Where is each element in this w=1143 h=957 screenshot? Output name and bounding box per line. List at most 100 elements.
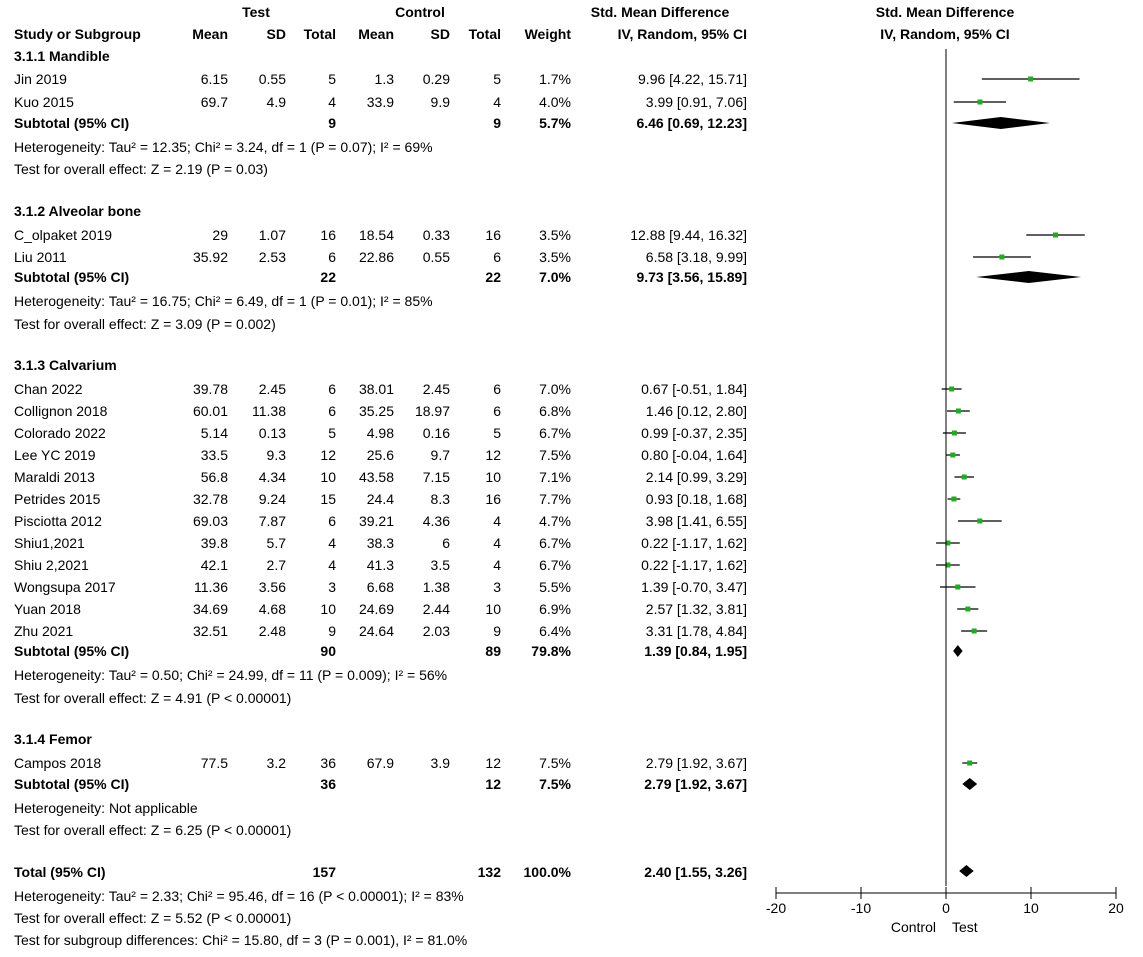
study-ci: 2.57 [1.32, 3.81] (645, 601, 747, 617)
study-cm: 35.25 (358, 403, 394, 419)
study-cm: 4.98 (366, 425, 394, 441)
study-w: 6.4% (539, 623, 571, 639)
study-cm: 38.01 (358, 381, 394, 397)
x-label-control: Control (891, 919, 936, 935)
study-cn: 10 (485, 469, 501, 485)
study-name: Zhu 2021 (14, 623, 74, 639)
header-method-plot: IV, Random, 95% CI (880, 26, 1010, 42)
point-estimate-study-14 (965, 606, 971, 612)
study-tm: 39.8 (200, 535, 228, 551)
study-tm: 6.15 (200, 71, 228, 87)
x-tick-label: 0 (942, 900, 950, 916)
study-tsd: 3.2 (266, 755, 286, 771)
heterogeneity-text: Heterogeneity: Tau² = 16.75; Chi² = 6.49… (14, 293, 433, 309)
study-cn: 4 (493, 94, 501, 110)
point-estimate-study-0 (1028, 76, 1034, 82)
study-w: 6.8% (539, 403, 571, 419)
subtotal-cn: 9 (493, 115, 501, 131)
study-tn: 10 (320, 601, 336, 617)
study-ci: 0.67 [-0.51, 1.84] (641, 381, 747, 397)
study-cn: 10 (485, 601, 501, 617)
study-tn: 10 (320, 469, 336, 485)
study-name: C_olpaket 2019 (14, 227, 113, 243)
study-name: Yuan 2018 (14, 601, 81, 617)
study-cm: 22.86 (358, 249, 394, 265)
subtotal-tn: 90 (320, 643, 336, 659)
heterogeneity-text: Heterogeneity: Not applicable (14, 800, 198, 816)
study-csd: 2.44 (422, 601, 450, 617)
study-w: 7.1% (539, 469, 571, 485)
study-cm: 24.69 (358, 601, 394, 617)
total-label: Total (95% CI) (14, 864, 106, 880)
study-name: Collignon 2018 (14, 403, 108, 419)
study-name: Shiu 2,2021 (14, 557, 89, 573)
study-tn: 12 (320, 447, 336, 463)
study-name: Campos 2018 (14, 755, 102, 771)
x-tick-label: -10 (851, 900, 871, 916)
point-estimate-study-13 (955, 584, 961, 590)
study-tn: 5 (328, 425, 336, 441)
point-estimate-study-7 (950, 452, 956, 458)
study-w: 6.7% (539, 535, 571, 551)
study-tsd: 0.13 (258, 425, 286, 441)
study-name: Petrides 2015 (14, 491, 101, 507)
study-tm: 60.01 (192, 403, 228, 419)
overall-effect-text: Test for overall effect: Z = 4.91 (P < 0… (14, 690, 292, 706)
point-estimate-study-2 (1052, 232, 1058, 238)
study-ci: 0.22 [-1.17, 1.62] (641, 557, 747, 573)
study-tsd: 4.34 (258, 469, 286, 485)
study-cm: 25.6 (366, 447, 394, 463)
study-cn: 4 (493, 557, 501, 573)
footer-text: Heterogeneity: Tau² = 2.33; Chi² = 95.46… (14, 888, 464, 904)
study-w: 1.7% (539, 71, 571, 87)
x-tick-label: 10 (1023, 900, 1039, 916)
study-cn: 6 (493, 403, 501, 419)
study-cm: 43.58 (358, 469, 394, 485)
study-cm: 41.3 (366, 557, 394, 573)
x-label-test: Test (952, 919, 978, 935)
footer-text: Test for overall effect: Z = 5.52 (P < 0… (14, 910, 292, 926)
study-name: Shiu1,2021 (14, 535, 85, 551)
subgroup-title: 3.1.4 Femor (14, 731, 92, 747)
subtotal-cn: 12 (485, 776, 501, 792)
study-tsd: 4.9 (266, 94, 286, 110)
study-tm: 34.69 (192, 601, 228, 617)
subtotal-label: Subtotal (95% CI) (14, 643, 130, 659)
study-ci: 0.22 [-1.17, 1.62] (641, 535, 747, 551)
study-w: 7.5% (539, 447, 571, 463)
study-csd: 8.3 (430, 491, 450, 507)
study-name: Liu 2011 (14, 249, 67, 265)
total-cn: 132 (477, 864, 501, 880)
subgroup-title: 3.1.2 Alveolar bone (14, 203, 142, 219)
study-csd: 3.9 (430, 755, 450, 771)
study-cm: 33.9 (366, 94, 394, 110)
subgroup-title: 3.1.1 Mandible (14, 48, 110, 64)
study-name: Maraldi 2013 (14, 469, 95, 485)
point-estimate-study-11 (945, 540, 951, 546)
subtotal-cn: 22 (485, 269, 501, 285)
study-w: 6.9% (539, 601, 571, 617)
study-tn: 9 (328, 623, 336, 639)
study-tm: 32.78 (192, 491, 228, 507)
study-tsd: 2.45 (258, 381, 286, 397)
study-w: 6.7% (539, 557, 571, 573)
diamond-subtotal-1 (976, 271, 1082, 283)
study-ci: 1.46 [0.12, 2.80] (645, 403, 747, 419)
study-tm: 29 (212, 227, 228, 243)
study-tsd: 7.87 (258, 513, 286, 529)
point-estimate-study-15 (971, 628, 977, 634)
study-tsd: 2.7 (266, 557, 286, 573)
study-cm: 67.9 (366, 755, 394, 771)
diamond-subtotal-2 (953, 645, 963, 657)
point-estimate-study-1 (977, 99, 983, 105)
study-name: Wongsupa 2017 (14, 579, 116, 595)
study-ci: 6.58 [3.18, 9.99] (645, 249, 747, 265)
heterogeneity-text: Heterogeneity: Tau² = 12.35; Chi² = 3.24… (14, 139, 433, 155)
header-col-7: Weight (524, 26, 571, 42)
study-tm: 69.03 (192, 513, 228, 529)
study-csd: 3.5 (430, 557, 450, 573)
header-smd-plot: Std. Mean Difference (875, 4, 1015, 20)
total-tn: 157 (312, 864, 336, 880)
header-smd: Std. Mean Difference (590, 4, 730, 20)
